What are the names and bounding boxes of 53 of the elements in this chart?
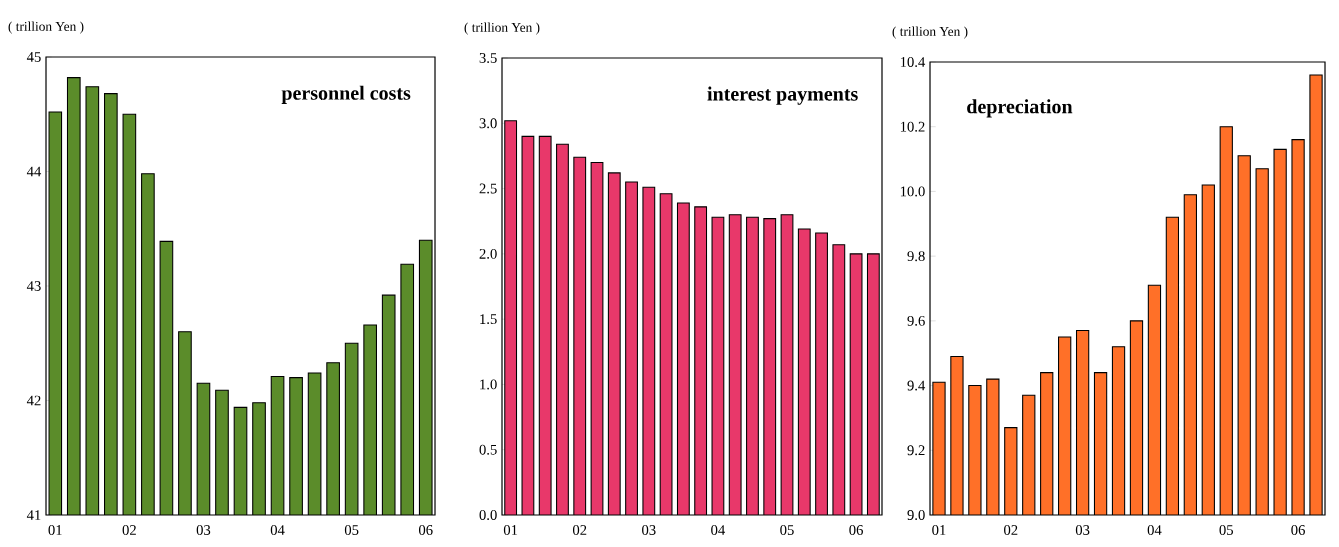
x-tick-label: 04 xyxy=(711,525,726,535)
x-tick-label: 03 xyxy=(1075,525,1090,535)
y-tick-label: 10.0 xyxy=(900,186,925,197)
y-tick-label: 3.0 xyxy=(479,118,497,129)
bar xyxy=(625,181,638,515)
bar xyxy=(746,216,759,515)
y-tick-label: 9.4 xyxy=(907,380,926,391)
x-tick-label: 03 xyxy=(642,525,656,535)
y-tick-label: 10.4 xyxy=(900,57,926,67)
y-tick-label: 41 xyxy=(26,510,41,520)
y-tick-label: 44 xyxy=(26,166,42,177)
x-tick-label: 06 xyxy=(849,525,863,535)
x-tick-label: 01 xyxy=(932,525,946,535)
y-axis-title: ( trillion Yen ) xyxy=(892,26,968,39)
x-tick-label: 06 xyxy=(1291,525,1305,535)
bar xyxy=(866,253,880,515)
y-axis-title: ( trillion Yen ) xyxy=(464,22,540,35)
y-tick-label: 9.8 xyxy=(907,251,925,262)
y-tick-label: 3.5 xyxy=(479,53,497,63)
y-tick-label: 9.0 xyxy=(907,510,925,520)
y-tick-label: 10.2 xyxy=(900,121,925,132)
text: personnel costs xyxy=(281,85,411,104)
y-tick-label: 2.0 xyxy=(479,248,497,259)
bar xyxy=(676,202,690,515)
bar xyxy=(815,232,828,515)
x-tick-label: 06 xyxy=(418,525,433,535)
y-tick-label: 0.0 xyxy=(479,510,497,520)
bar xyxy=(504,120,518,515)
y-axis-title: ( trillion Yen ) xyxy=(8,21,84,34)
y-tick-label: 0.5 xyxy=(479,444,497,455)
text: depreciation xyxy=(967,99,1073,118)
x-tick-label: 01 xyxy=(48,525,62,535)
x-tick-label: 02 xyxy=(1004,525,1018,535)
y-tick-label: 43 xyxy=(26,281,41,291)
x-tick-label: 05 xyxy=(344,525,359,535)
y-tick-label: 1.5 xyxy=(480,314,497,325)
x-tick-label: 05 xyxy=(780,525,794,535)
x-tick-label: 01 xyxy=(503,525,518,535)
x-tick-label: 05 xyxy=(1219,525,1234,535)
bar xyxy=(694,206,708,515)
y-tick-label: 2.5 xyxy=(479,183,497,194)
bar xyxy=(556,143,569,515)
x-tick-label: 04 xyxy=(270,525,285,535)
y-tick-label: 9.2 xyxy=(907,445,925,456)
x-tick-label: 04 xyxy=(1147,525,1162,535)
y-tick-label: 1.0 xyxy=(480,379,497,390)
x-tick-label: 03 xyxy=(196,525,211,535)
y-tick-label: 42 xyxy=(26,395,41,406)
x-tick-label: 02 xyxy=(122,525,136,535)
x-tick-label: 02 xyxy=(572,525,587,535)
y-tick-label: 9.6 xyxy=(907,315,925,326)
text: interest payments xyxy=(707,86,858,105)
y-tick-label: 45 xyxy=(26,52,41,62)
